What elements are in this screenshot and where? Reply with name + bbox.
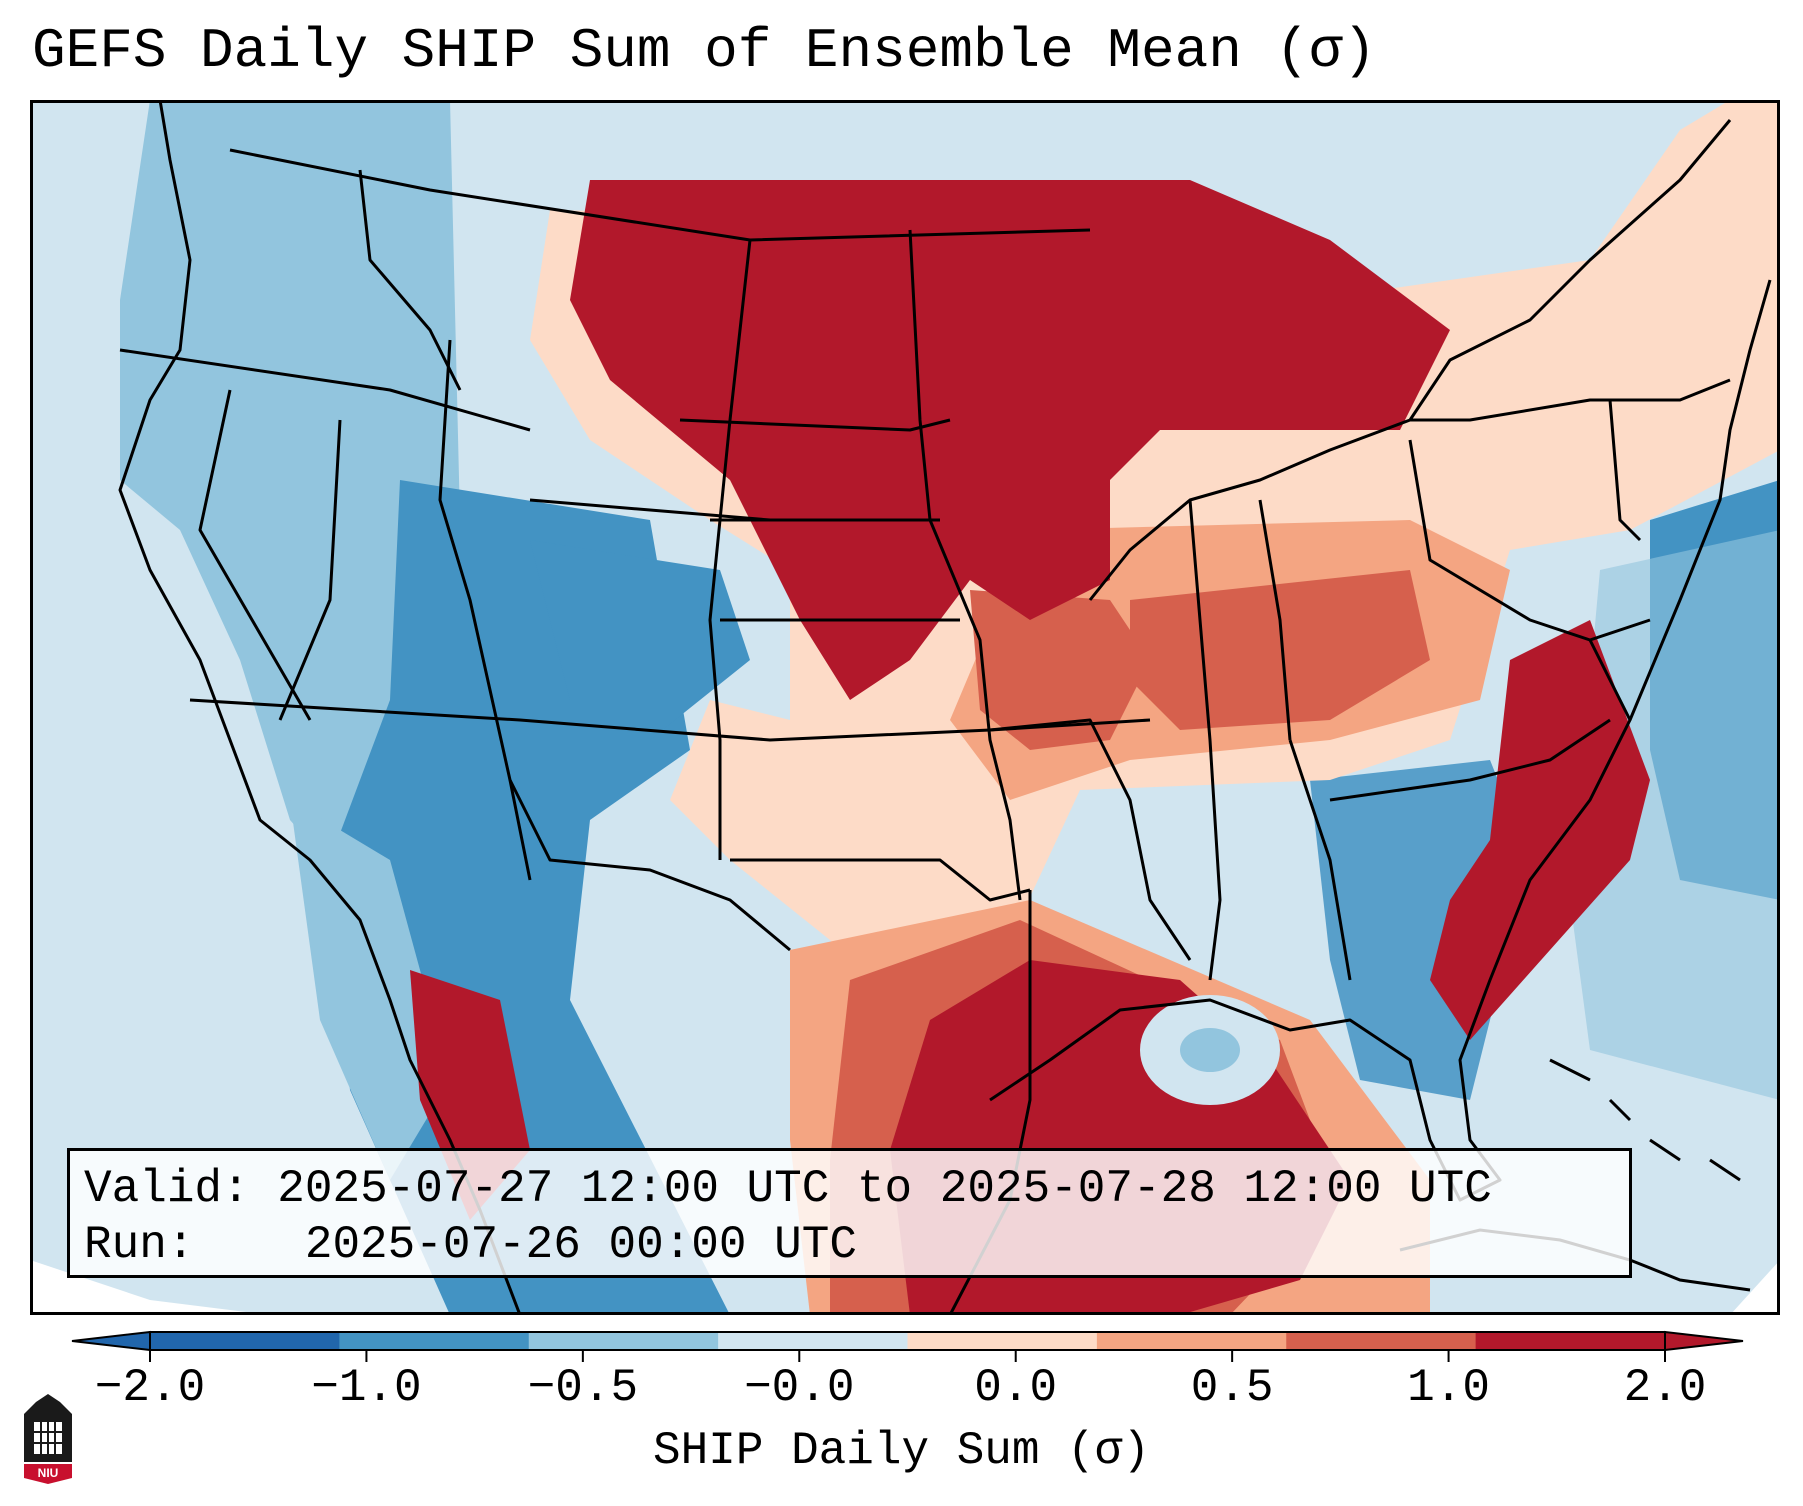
wyoming-south-border bbox=[529, 498, 771, 522]
niu-university-seal-icon: NIU bbox=[24, 1394, 72, 1484]
idaho-border bbox=[358, 169, 462, 391]
region-baja-blue bbox=[290, 800, 450, 1180]
colorado-utah-border bbox=[438, 339, 532, 881]
colorbar bbox=[71, 1330, 1744, 1362]
state-boundaries bbox=[118, 100, 1772, 1315]
ship-anomaly-map bbox=[30, 100, 1780, 1315]
region-plains-darkred bbox=[570, 180, 1450, 700]
map-panel bbox=[30, 100, 1780, 1315]
colorbar-tick-label: 0.5 bbox=[1190, 1362, 1274, 1414]
colorbar-outline bbox=[149, 1331, 1666, 1351]
ok-tx-border bbox=[730, 858, 1031, 902]
region-gulf-bluespot bbox=[1180, 1028, 1240, 1072]
colorbar-segment bbox=[1286, 1332, 1477, 1350]
svg-text:NIU: NIU bbox=[38, 1466, 59, 1480]
or-id-border bbox=[119, 348, 531, 432]
colorbar-tick-label: 1.0 bbox=[1407, 1362, 1490, 1414]
colorbar-tick-label: 0.0 bbox=[974, 1362, 1058, 1414]
colorbar-tick-label: −1.0 bbox=[311, 1362, 422, 1414]
tn-nc-border bbox=[1329, 718, 1611, 802]
pacific-coastline bbox=[118, 100, 522, 1315]
mid-latitude-border bbox=[189, 698, 1151, 742]
region-west-blue bbox=[120, 100, 460, 900]
domain-edge-right bbox=[1730, 1260, 1780, 1315]
colorbar-extend-max bbox=[1664, 1330, 1744, 1352]
nevada-east-border bbox=[278, 419, 342, 721]
ny-pa-border bbox=[1410, 378, 1731, 422]
map-frame-border bbox=[30, 100, 1780, 1315]
valid-label: Valid: bbox=[84, 1163, 250, 1215]
ar-la-border bbox=[989, 718, 1192, 961]
colorbar-segment bbox=[907, 1332, 1098, 1350]
plains-west-border bbox=[708, 239, 752, 860]
atlantic-coastline bbox=[1628, 279, 1772, 721]
al-ga-border bbox=[1288, 739, 1352, 981]
colorbar-tick-label: −0.0 bbox=[744, 1362, 855, 1414]
bahamas-outline bbox=[1549, 1058, 1741, 1182]
run-label: Run: bbox=[84, 1219, 195, 1271]
in-oh-border bbox=[1258, 499, 1292, 741]
nm-tx-border bbox=[508, 779, 791, 952]
run-time-value: 2025-07-26 00:00 UTC bbox=[304, 1219, 857, 1271]
colorbar-segment bbox=[718, 1332, 908, 1350]
region-missouri-red bbox=[970, 590, 1150, 750]
colorbar-segments bbox=[71, 1330, 1744, 1352]
colorbar-segment bbox=[339, 1332, 530, 1350]
colorbar-tick-label: 2.0 bbox=[1623, 1362, 1707, 1414]
region-atlantic-lightblue bbox=[1570, 530, 1780, 1100]
region-colorado-blue bbox=[530, 540, 750, 740]
canada-border bbox=[229, 148, 1091, 242]
nevada-west-border bbox=[198, 389, 312, 721]
valid-time-value: 2025-07-27 12:00 UTC to 2025-07-28 12:00… bbox=[277, 1163, 1492, 1215]
colorbar-extend-min bbox=[71, 1330, 151, 1352]
colorbar-segment bbox=[1475, 1332, 1666, 1350]
domain-edge-left bbox=[30, 1260, 270, 1315]
pa-va-border bbox=[1408, 439, 1651, 642]
colorbar-segment bbox=[150, 1332, 340, 1350]
colorbar-tick-label: −2.0 bbox=[94, 1362, 206, 1414]
colorbar-label: SHIP Daily Sum (σ) bbox=[653, 1425, 1150, 1477]
new-england-border bbox=[1608, 399, 1642, 542]
colorbar-ticks bbox=[149, 1350, 1666, 1362]
il-in-border bbox=[1188, 499, 1222, 981]
nd-sd-border bbox=[679, 418, 951, 432]
colorbar-segment bbox=[528, 1332, 719, 1350]
page-title: GEFS Daily SHIP Sum of Ensemble Mean (σ) bbox=[32, 19, 1377, 83]
colorbar-tick-label: −0.5 bbox=[527, 1362, 639, 1414]
colorbar-segment bbox=[1096, 1332, 1287, 1350]
region-carolina-darkred bbox=[1430, 620, 1650, 1040]
mn-ia-mo-border bbox=[908, 229, 1022, 901]
valid-run-info-box: Valid: 2025-07-27 12:00 UTC to 2025-07-2… bbox=[67, 1148, 1632, 1278]
